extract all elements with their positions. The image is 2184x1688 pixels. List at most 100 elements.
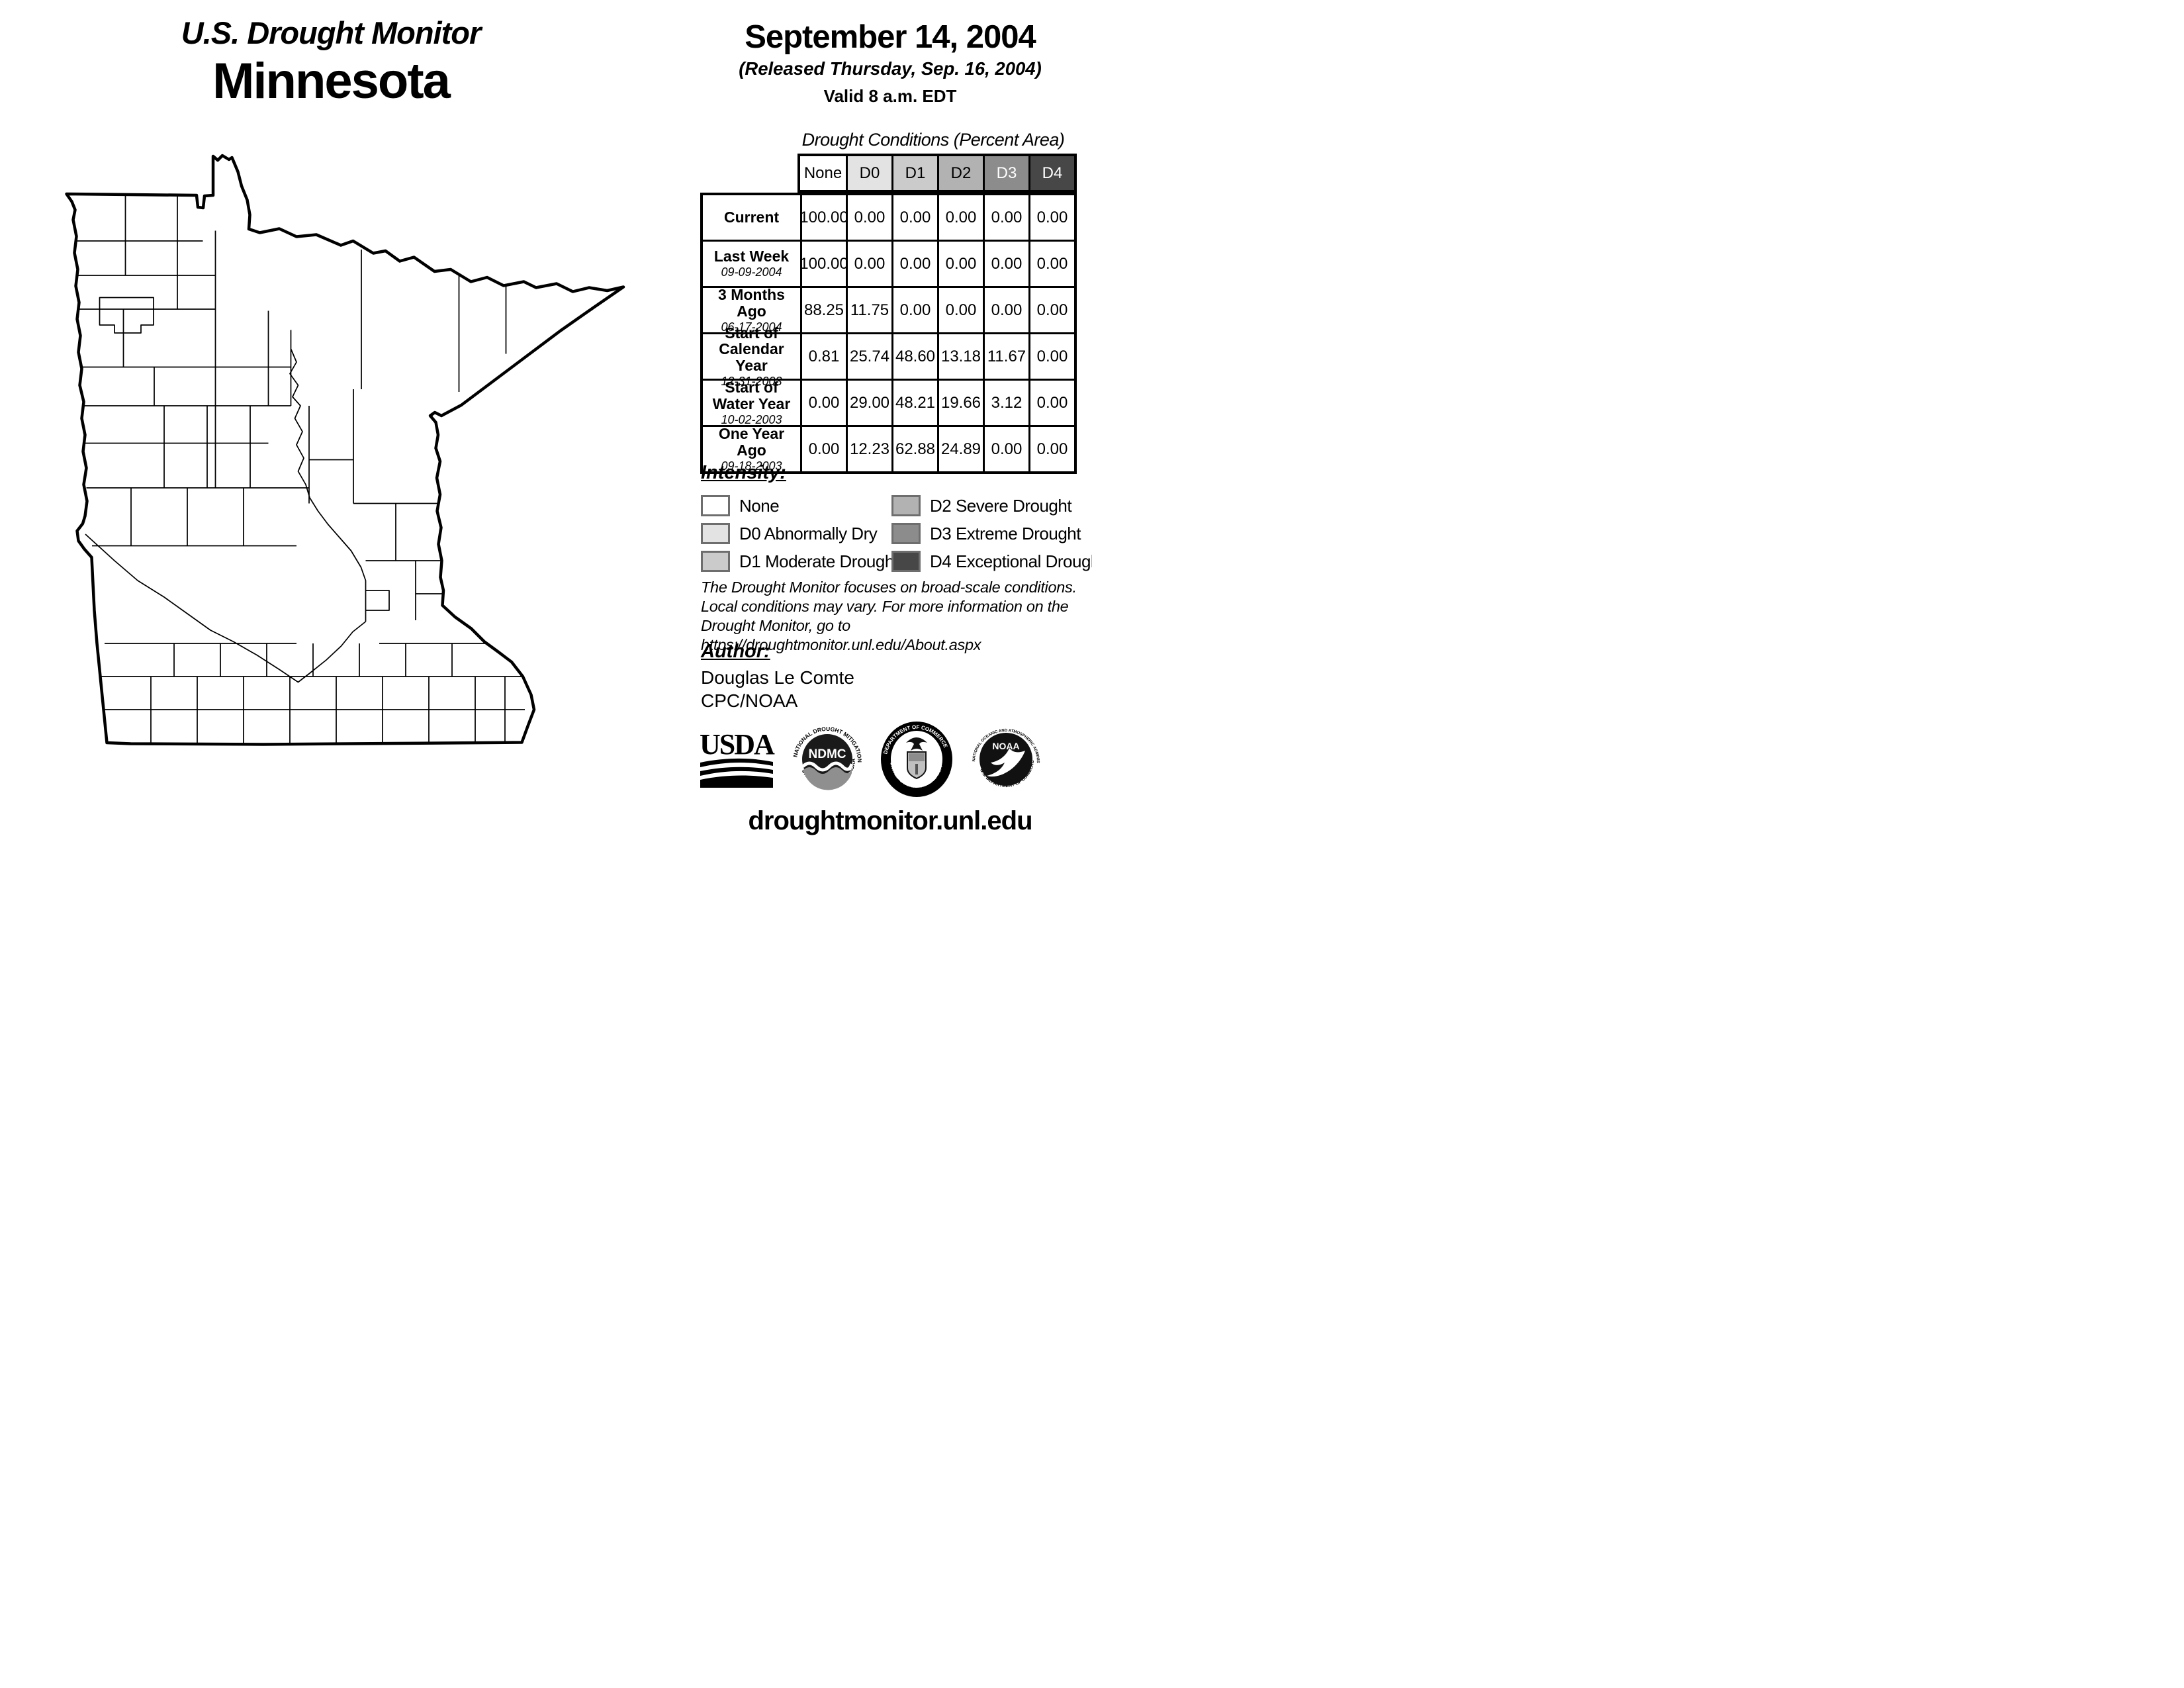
table-row-start-water-year: Start of Water Year 10-02-2003 0.00 29.0… [703, 378, 1074, 426]
value-cell: 0.00 [1028, 288, 1074, 332]
value-cell: 0.00 [983, 288, 1028, 332]
value-cell: 0.00 [891, 195, 937, 240]
value-cell: 48.21 [891, 381, 937, 425]
legend-item-d4: D4 Exceptional Drought [891, 551, 1092, 572]
author-org: CPC/NOAA [701, 690, 798, 711]
table-row-start-calendar-year: Start of Calendar Year 12-31-2003 0.81 2… [703, 324, 1074, 388]
page-title: U.S. Drought Monitor [181, 15, 482, 50]
d4-swatch [891, 551, 921, 572]
table-row-last-week: Last Week 09-09-2004 100.00 0.00 0.00 0.… [703, 240, 1074, 286]
legend-item-d0: D0 Abnormally Dry [701, 523, 891, 544]
value-cell: 100.00 [799, 195, 848, 240]
value-cell: 0.00 [846, 242, 891, 286]
value-cell: 0.00 [983, 242, 1028, 286]
value-cell: 62.88 [891, 427, 937, 471]
value-cell: 0.00 [1028, 381, 1074, 425]
table-row-3-months-ago: 3 Months Ago 06-17-2004 88.25 11.75 0.00… [703, 285, 1074, 334]
table-body: Current 100.00 0.00 0.00 0.00 0.00 0.00 … [700, 193, 1077, 474]
row-label: Start of Water Year [712, 378, 791, 412]
row-label: Last Week [713, 248, 790, 265]
date-block: September 14, 2004 (Released Thursday, S… [675, 19, 1092, 107]
value-cell: 11.75 [846, 288, 891, 332]
row-label: 3 Months Ago [718, 285, 785, 320]
drought-monitor-page: U.S. Drought Monitor Minnesota September… [0, 0, 1092, 844]
map-title-block: U.S. Drought Monitor Minnesota [99, 15, 563, 110]
value-cell: 48.60 [891, 334, 937, 379]
legend-item-none: None [701, 495, 891, 516]
value-cell: 0.00 [937, 242, 983, 286]
value-cell: 3.12 [983, 381, 1028, 425]
row-date: 09-18-2003 [721, 459, 782, 473]
value-cell: 0.00 [800, 427, 846, 471]
value-cell: 0.00 [891, 242, 937, 286]
svg-text:NDMC: NDMC [809, 747, 846, 761]
state-title: Minnesota [212, 53, 451, 109]
value-cell: 29.00 [846, 381, 891, 425]
value-cell: 0.00 [1028, 195, 1074, 240]
col-header-d0: D0 [846, 156, 891, 190]
d2-swatch [891, 495, 921, 516]
value-cell: 0.00 [937, 195, 983, 240]
row-label: Start of Calendar Year [719, 324, 784, 375]
value-cell: 19.66 [937, 381, 983, 425]
valid-time: Valid 8 a.m. EDT [823, 86, 957, 106]
value-cell: 0.00 [891, 288, 937, 332]
value-cell: 0.00 [1028, 427, 1074, 471]
col-header-d2: D2 [937, 156, 983, 190]
state-outline [65, 154, 625, 746]
svg-text:NOAA: NOAA [992, 741, 1019, 751]
value-cell: 25.74 [846, 334, 891, 379]
value-cell: 100.00 [799, 242, 848, 286]
legend-item-d3: D3 Extreme Drought [891, 523, 1092, 544]
row-date: 06-17-2004 [721, 320, 782, 334]
row-date: 09-09-2004 [721, 265, 782, 279]
d1-swatch [701, 551, 730, 572]
value-cell: 0.81 [800, 334, 846, 379]
row-date: 12-31-2003 [721, 375, 782, 389]
author-heading: Author: [701, 641, 770, 662]
commerce-seal-icon: DEPARTMENT OF COMMERCE UNITED STATES OF … [881, 722, 952, 797]
d3-swatch [891, 523, 921, 544]
svg-text:USDA: USDA [700, 729, 775, 761]
value-cell: 24.89 [937, 427, 983, 471]
table-title: Drought Conditions (Percent Area) [801, 130, 1065, 150]
table-header-row: None D0 D1 D2 D3 D4 [797, 154, 1077, 193]
value-cell: 0.00 [846, 195, 891, 240]
value-cell: 0.00 [937, 288, 983, 332]
value-cell: 0.00 [1028, 242, 1074, 286]
value-cell: 0.00 [1028, 334, 1074, 379]
value-cell: 13.18 [937, 334, 983, 379]
none-swatch [701, 495, 730, 516]
value-cell: 11.67 [983, 334, 1028, 379]
released-date: (Released Thursday, Sep. 16, 2004) [739, 58, 1042, 79]
table-row-current: Current 100.00 0.00 0.00 0.00 0.00 0.00 [703, 195, 1074, 240]
d0-swatch [701, 523, 730, 544]
website-url[interactable]: droughtmonitor.unl.edu [748, 806, 1032, 835]
intensity-heading: Intensity: [701, 462, 786, 483]
col-header-d4: D4 [1028, 156, 1074, 190]
row-label: One Year Ago [718, 424, 785, 459]
legend-item-d2: D2 Severe Drought [891, 495, 1092, 516]
author-name: Douglas Le Comte [701, 667, 854, 688]
map-date: September 14, 2004 [745, 19, 1036, 55]
table-row-one-year-ago: One Year Ago 09-18-2003 0.00 12.23 62.88… [703, 424, 1074, 473]
col-header-none: None [800, 156, 846, 190]
noaa-logo-icon: NATIONAL OCEANIC AND ATMOSPHERIC ADMINIS… [967, 720, 1040, 788]
col-header-d1: D1 [891, 156, 937, 190]
row-date: 10-02-2003 [721, 412, 782, 426]
value-cell: 12.23 [846, 427, 891, 471]
minnesota-county-map [65, 154, 625, 746]
ndmc-logo-icon: NATIONAL DROUGHT MITIGATION CENTER UNIVE… [788, 720, 863, 790]
value-cell: 0.00 [983, 195, 1028, 240]
row-label: Current [723, 209, 780, 226]
county-boundaries [66, 194, 525, 744]
value-cell: 88.25 [800, 288, 846, 332]
usda-logo-icon: USDA [700, 729, 775, 788]
drought-conditions-table: None D0 D1 D2 D3 D4 Current 100.00 0.00 … [700, 154, 1077, 474]
value-cell: 0.00 [983, 427, 1028, 471]
disclaimer-text: The Drought Monitor focuses on broad-sca… [701, 579, 1077, 653]
legend-item-d1: D1 Moderate Drought [701, 551, 899, 572]
agency-logos: USDA NATIONAL DROUGHT MITIGATION CENTER … [699, 720, 1045, 798]
col-header-d3: D3 [983, 156, 1028, 190]
value-cell: 0.00 [800, 381, 846, 425]
